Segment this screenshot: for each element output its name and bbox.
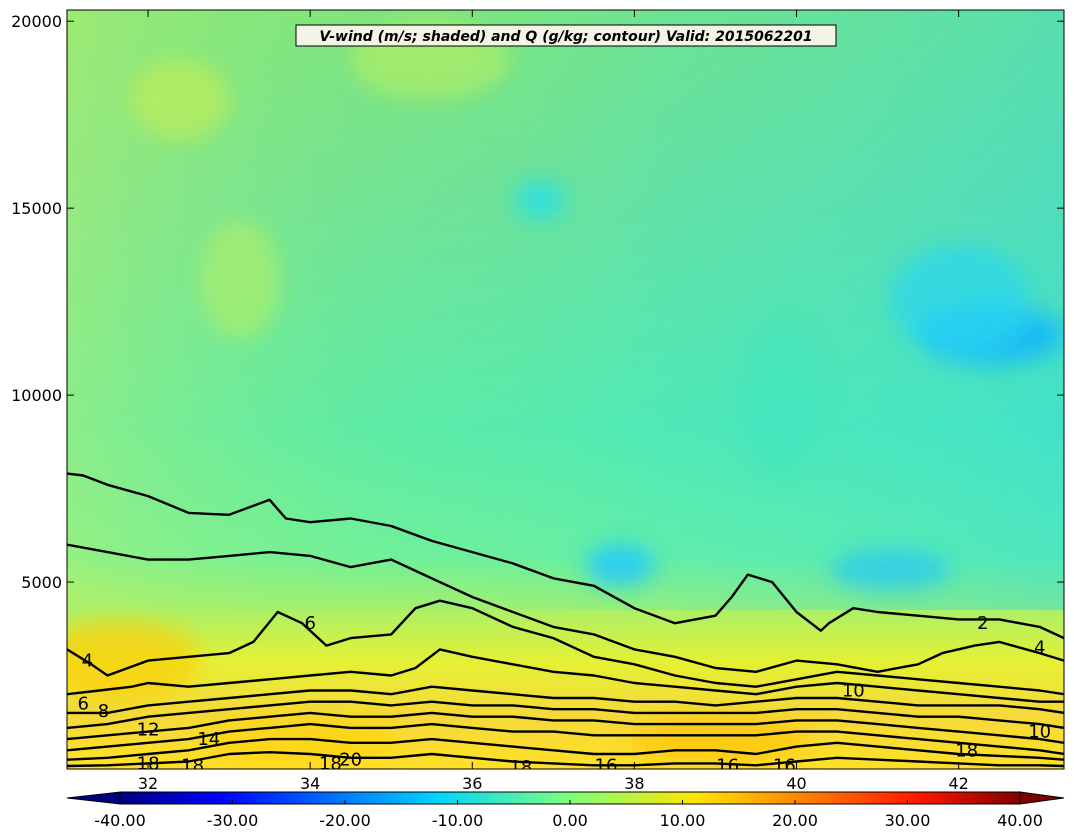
contour-line-14-7: [67, 722, 1064, 756]
contour-line-4-1: [67, 543, 1064, 673]
y-tick-label-0: 5000: [21, 573, 62, 592]
colorbar-extend-min: [66, 791, 121, 805]
colorbar-tick-label-6: 20.00: [772, 811, 818, 830]
chart-title-background: [295, 24, 837, 47]
contour-label-1: 4: [1034, 638, 1045, 659]
contour-line-16-8: [67, 737, 1064, 761]
contour-label-4: 6: [77, 694, 88, 715]
x-tick-label-2: 36: [462, 774, 482, 793]
colorbar-tick-label-0: -40.00: [94, 811, 146, 830]
contour-line-10-5: [67, 700, 1064, 730]
contour-label-9: 14: [197, 729, 220, 750]
contour-label-0: 2: [977, 613, 988, 634]
contour-label-7: 10: [1028, 722, 1051, 743]
y-tick-label-1: 10000: [11, 386, 62, 405]
colorbar-extend-max: [1019, 791, 1065, 805]
contour-line-6-3: [67, 648, 1064, 703]
x-tick-label-4: 40: [786, 774, 806, 793]
contour-label-13: 18: [137, 753, 160, 774]
contour-label-15: 18: [319, 753, 342, 774]
contour-line-12-6: [67, 711, 1064, 744]
contour-label-6: 10: [842, 681, 865, 702]
x-tick-label-5: 42: [948, 774, 968, 793]
contour-label-18: 18: [955, 740, 978, 761]
contour-layer: [67, 472, 1064, 768]
colorbar-tick-label-4: 0.00: [552, 811, 588, 830]
colorbar-tick-label-8: 40.00: [997, 811, 1043, 830]
contour-label-8: 12: [137, 720, 160, 741]
contour-line-18-9: [67, 751, 1064, 768]
contour-label-14: 18: [181, 755, 204, 776]
contour-line-8-4: [67, 685, 1064, 715]
colorbar-tick-label-3: -10.00: [432, 811, 484, 830]
contour-label-10: 16: [595, 755, 618, 776]
contour-label-11: 16: [716, 755, 739, 776]
colorbar-tick-label-7: 30.00: [885, 811, 931, 830]
contour-label-2: 4: [82, 651, 93, 672]
y-tick-label-3: 20000: [11, 12, 62, 31]
colorbar: -40.00 -30.00 -20.00 -10.00 0.00 10.00 20.00 30…: [66, 791, 1065, 830]
contour-label-5: 8: [98, 701, 109, 722]
x-tick-label-0: 32: [138, 774, 158, 793]
y-axis: 5000 10000 15000 20000: [11, 12, 1064, 592]
plot-frame: [66, 9, 1065, 770]
contour-line-4-2: [67, 599, 1064, 696]
contour-label-17: 18: [509, 757, 532, 778]
colorbar-tick-label-5: 10.00: [660, 811, 706, 830]
x-axis: 32 34 36 38 40 42: [138, 10, 969, 793]
colorbar-tick-label-1: -30.00: [207, 811, 259, 830]
contour-label-12: 16: [773, 755, 796, 776]
x-tick-label-3: 38: [624, 774, 644, 793]
colorbar-tick-label-2: -20.00: [319, 811, 371, 830]
chart-title: V-wind (m/s; shaded) and Q (g/kg; contou…: [319, 29, 812, 45]
contour-label-16: 20: [339, 750, 362, 771]
y-tick-label-2: 15000: [11, 199, 62, 218]
chart-title-box: V-wind (m/s; shaded) and Q (g/kg; contou…: [295, 24, 837, 47]
contour-label-3: 6: [304, 613, 315, 634]
x-tick-label-1: 34: [300, 774, 320, 793]
contour-line-2-0: [67, 472, 1064, 640]
